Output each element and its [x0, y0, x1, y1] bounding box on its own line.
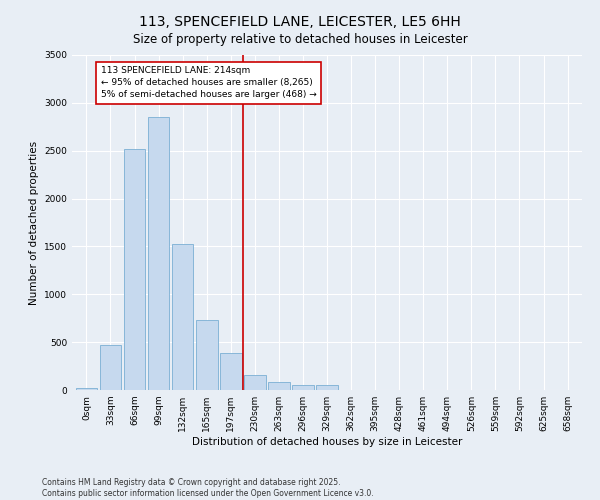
Bar [292, 384, 314, 390]
Bar [268, 382, 290, 390]
Y-axis label: Number of detached properties: Number of detached properties [29, 140, 38, 304]
Bar [100, 345, 121, 390]
Bar [220, 352, 242, 390]
Bar [148, 117, 169, 390]
Bar [316, 385, 338, 390]
Bar [244, 375, 266, 390]
Text: Size of property relative to detached houses in Leicester: Size of property relative to detached ho… [133, 32, 467, 46]
X-axis label: Distribution of detached houses by size in Leicester: Distribution of detached houses by size … [192, 437, 462, 447]
Bar [196, 320, 218, 390]
Text: 113 SPENCEFIELD LANE: 214sqm
← 95% of detached houses are smaller (8,265)
5% of : 113 SPENCEFIELD LANE: 214sqm ← 95% of de… [101, 66, 317, 99]
Bar [76, 388, 97, 390]
Bar [124, 149, 145, 390]
Bar [172, 244, 193, 390]
Text: 113, SPENCEFIELD LANE, LEICESTER, LE5 6HH: 113, SPENCEFIELD LANE, LEICESTER, LE5 6H… [139, 15, 461, 29]
Text: Contains HM Land Registry data © Crown copyright and database right 2025.
Contai: Contains HM Land Registry data © Crown c… [42, 478, 374, 498]
